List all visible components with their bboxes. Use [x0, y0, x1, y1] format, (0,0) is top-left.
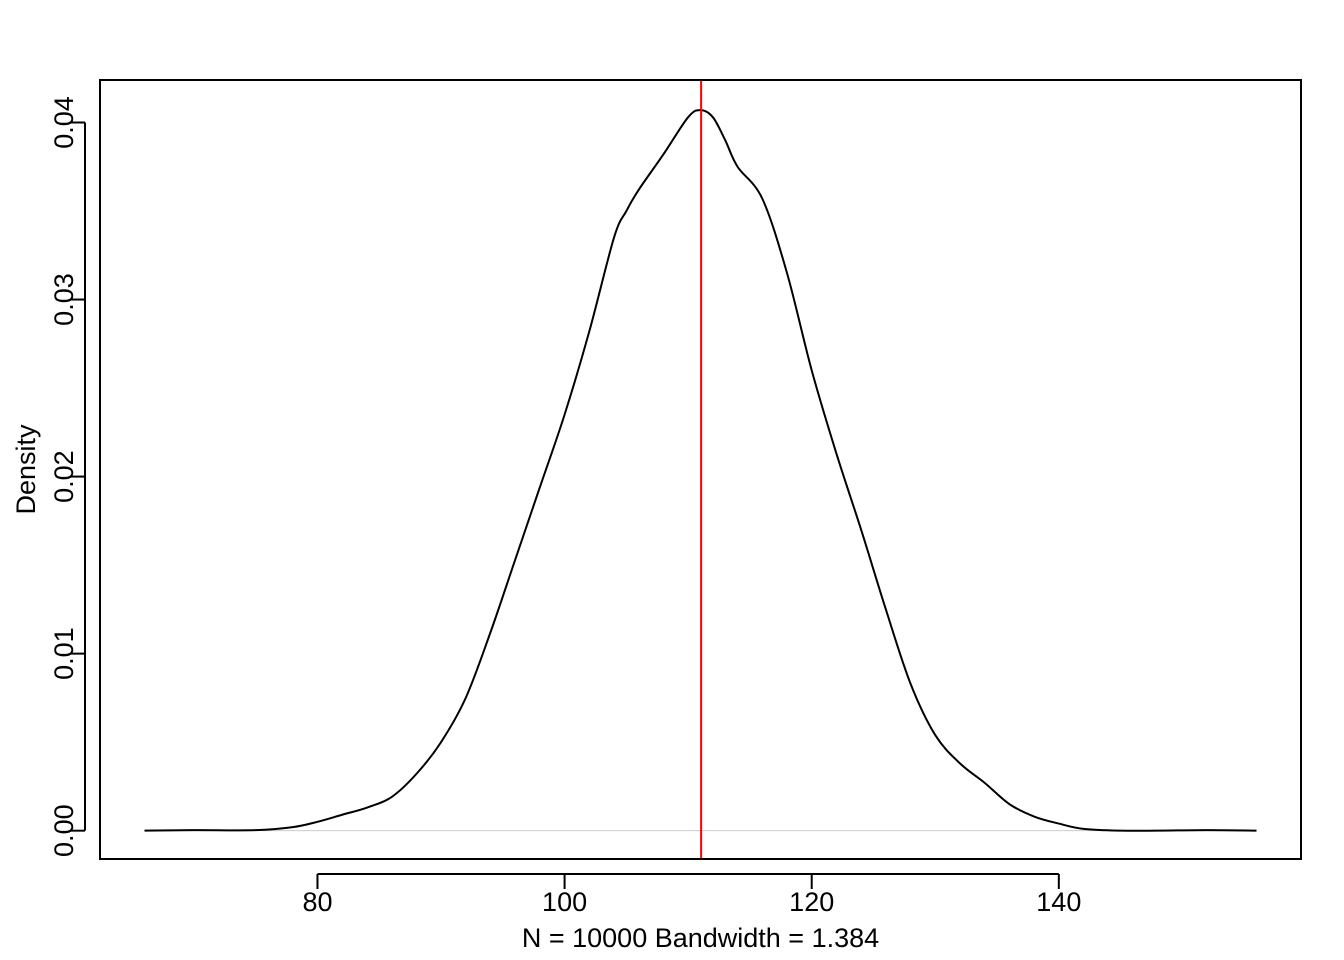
x-tick-label: 140: [1036, 887, 1081, 917]
plot-frame: [99, 79, 1302, 860]
y-tick-label: 0.04: [49, 96, 79, 149]
y-tick-label: 0.02: [49, 450, 79, 503]
x-tick-label: 80: [302, 887, 332, 917]
x-tick-label: 120: [789, 887, 834, 917]
x-axis: 80 100 120 140: [302, 873, 1081, 917]
y-tick-label: 0.01: [49, 627, 79, 680]
y-tick-label: 0.03: [49, 273, 79, 326]
y-tick-label: 0.00: [49, 804, 79, 857]
x-tick-label: 100: [542, 887, 587, 917]
y-axis-title: Density: [11, 424, 41, 515]
x-axis-title: N = 10000 Bandwidth = 1.384: [522, 923, 879, 953]
y-axis: 0.00 0.01 0.02 0.03 0.04: [49, 96, 86, 857]
